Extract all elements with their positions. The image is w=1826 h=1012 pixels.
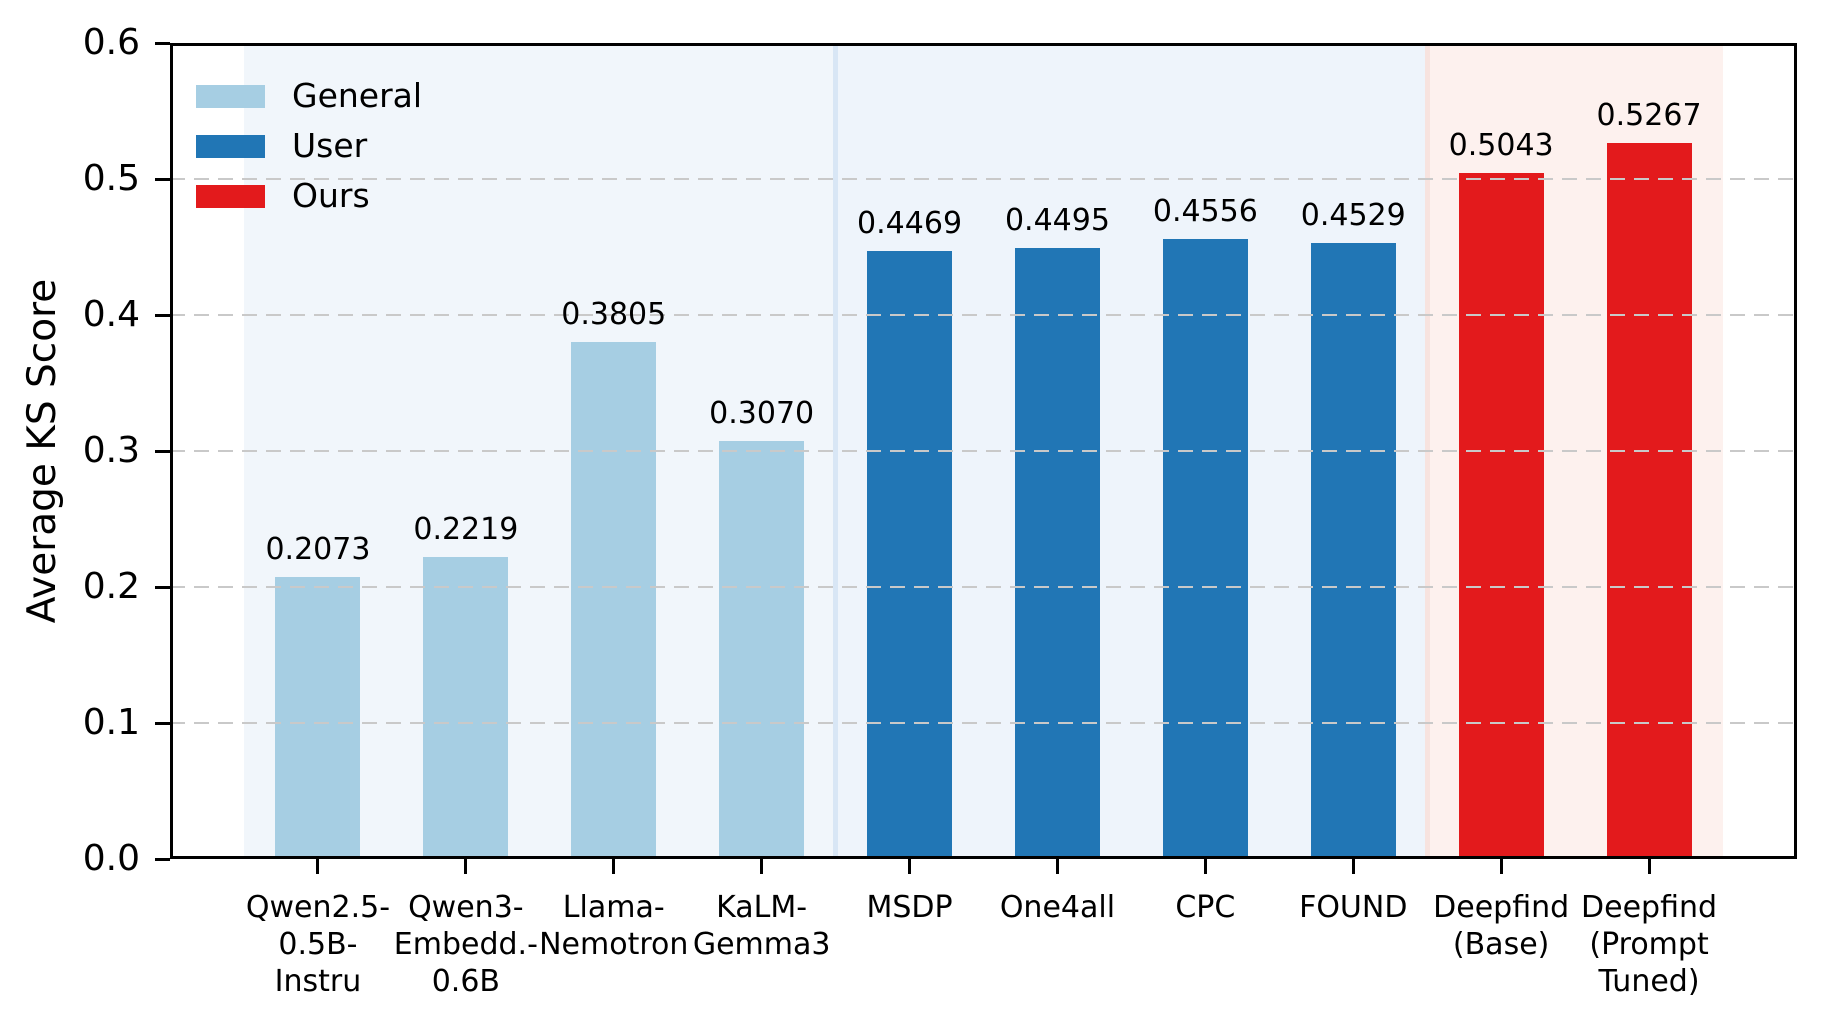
legend-swatch-ours [196,184,265,208]
y-tick-label: 0.4 [82,294,140,335]
bar [571,341,657,859]
x-tick-label: CPC [1175,890,1236,925]
bar-value-label: 0.4529 [1300,198,1406,234]
legend: General User Ours [196,71,422,221]
bar [275,577,361,859]
x-tick-label: MSDP [866,890,953,925]
x-tick-label: Deepfind (Prompt Tuned) [1581,890,1718,999]
legend-swatch-general [196,84,265,108]
x-tick-label: Qwen2.5- 0.5B- Instru [245,890,391,999]
bar-value-label: 0.5267 [1596,97,1702,133]
bar [867,251,953,859]
bar-value-label: 0.3070 [709,396,815,432]
x-tick-mark [1499,859,1503,874]
legend-item: User [196,121,422,171]
bar-value-label: 0.3805 [561,296,667,332]
x-tick-mark [1351,859,1355,874]
bar [1606,142,1692,859]
y-tick-label: 0.2 [82,566,140,607]
legend-item: General [196,71,422,121]
x-tick-label: Llama- Nemotron [539,890,689,962]
bar-value-label: 0.4469 [857,206,963,242]
x-tick-mark [760,859,764,874]
x-tick-mark [908,859,912,874]
region-divider [833,43,839,859]
y-tick-label: 0.0 [82,838,140,879]
bar [719,441,805,859]
x-tick-mark [1647,859,1651,874]
x-tick-mark [464,859,468,874]
legend-item: Ours [196,171,422,221]
y-tick-mark [155,721,170,725]
x-tick-label: Qwen3- Embedd.- 0.6B [393,890,538,999]
y-tick-mark [155,449,170,453]
bar [1014,247,1100,859]
x-tick-label: KaLM- Gemma3 [692,890,831,962]
x-tick-mark [1203,859,1207,874]
x-tick-mark [316,859,320,874]
bar [1310,243,1396,859]
bar [423,557,509,859]
y-tick-mark [155,177,170,181]
y-tick-mark [155,857,170,861]
bar-value-label: 0.5043 [1448,128,1554,164]
y-tick-label: 0.5 [82,158,140,199]
x-tick-label: Deepfind (Base) [1433,890,1570,962]
bar-value-label: 0.2073 [265,532,371,568]
region-divider [1424,43,1430,859]
x-tick-label: FOUND [1299,890,1408,925]
legend-label: Ours [292,176,370,215]
bar-value-label: 0.2219 [413,512,519,548]
bar [1458,173,1544,859]
y-tick-mark [155,585,170,589]
y-tick-label: 0.3 [82,430,140,471]
bar-value-label: 0.4495 [1004,202,1110,238]
x-tick-label: One4all [999,890,1116,925]
y-tick-label: 0.6 [82,22,140,63]
bar-value-label: 0.4556 [1152,194,1258,230]
bar [1162,239,1248,859]
x-tick-mark [612,859,616,874]
x-tick-mark [1055,859,1059,874]
y-tick-mark [155,41,170,45]
y-tick-label: 0.1 [82,702,140,743]
y-tick-mark [155,313,170,317]
plot-area: General User Ours 0.2073 Qwen2.5- 0.5B- Ins… [83,22,1797,999]
legend-label: General [292,76,423,115]
legend-swatch-user [196,134,265,158]
legend-label: User [292,126,368,165]
